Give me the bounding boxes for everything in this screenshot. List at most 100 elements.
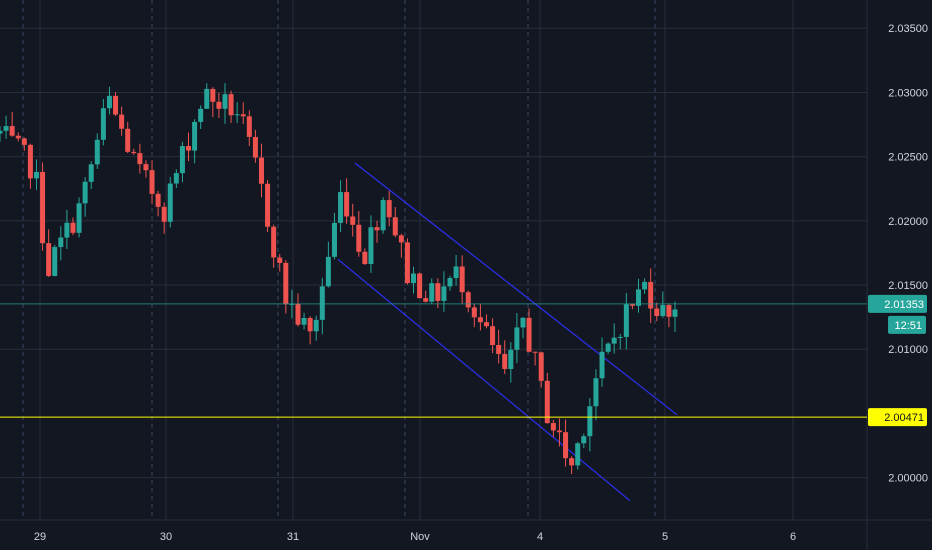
candle-body [131,151,137,154]
countdown-label: 12:51 [894,320,922,332]
candle-body [648,281,654,309]
candle-body [642,281,648,290]
y-tick-label: 2.03500 [888,23,928,35]
candle-body [441,286,447,301]
candle-body [70,222,76,233]
candle-body [246,116,252,138]
candle-body [435,283,441,301]
candle-body [502,353,508,369]
candle-body [362,251,368,265]
candle-body [569,458,575,466]
candle-body [283,262,289,305]
candle-body [563,432,569,459]
candle-body [40,171,46,244]
candle-body [672,309,678,317]
candle-body [106,95,112,109]
candle-body [666,305,672,317]
candle-body [331,222,337,257]
candle-body [295,303,301,325]
candle-body [520,317,526,328]
candle-body [392,217,398,236]
y-tick-label: 2.00000 [888,473,928,485]
x-tick-label: 31 [287,531,299,543]
candle-body [52,247,58,276]
candle-body [374,227,380,231]
candle-body [88,164,94,182]
candle-body [350,216,356,225]
channel-lower-line [337,258,631,502]
candle-body [477,317,483,323]
candle-body [544,380,550,424]
candle-body [404,242,410,284]
candle-body [411,273,417,284]
candle-body [307,317,313,332]
current-price-label: 2.01353 [884,299,924,311]
candle-body [100,108,106,140]
candle-body [508,349,514,369]
candle-body [64,222,70,238]
candle-body [33,171,39,179]
candle-body [654,308,660,317]
candle-body [21,138,27,145]
candle-body [496,344,502,354]
x-tick-label: 30 [160,531,172,543]
candle-body [417,273,423,299]
candle-body [398,235,404,243]
candle-body [216,101,222,109]
candle-body [368,227,374,265]
candle-body [125,128,131,152]
countdown-tag [888,315,926,334]
y-tick-label: 2.01000 [888,344,928,356]
candle-body [471,307,477,318]
candle-body [94,139,100,165]
candle-body [228,94,234,116]
candle-body [76,203,82,233]
candle-body [429,283,435,302]
candle-body [629,304,635,306]
candle-body [386,200,392,218]
candle-body [113,95,119,115]
candle-body [319,286,325,320]
candle-body [186,146,192,151]
candle-body [605,343,611,352]
candle-body [265,183,271,227]
candle-body [599,351,605,379]
y-axis[interactable]: 2.03500 2.03000 2.02500 2.02000 2.01500 2.010… [868,23,928,485]
candle-body [623,304,629,337]
candle-body [161,206,167,222]
candle-body [0,130,3,134]
candle-body [204,88,210,109]
candle-body [27,144,33,179]
x-tick-label: Nov [410,531,430,543]
y-tick-label: 2.02000 [888,216,928,228]
candle-body [581,436,587,444]
candle-body [660,305,666,317]
candle-body [192,121,198,151]
price-levels [0,303,867,418]
candle-body [58,237,64,248]
candle-body [465,292,471,308]
candle-body [155,193,161,207]
candle-body [593,378,599,407]
y-tick-label: 2.02500 [888,152,928,164]
candle-body [380,200,386,231]
candle-body [301,317,307,325]
candle-body [483,322,489,327]
x-axis[interactable]: 29 30 31 Nov 4 5 6 [34,531,796,543]
candle-body [550,423,556,431]
x-tick-label: 29 [34,531,46,543]
candle-body [344,192,350,217]
candle-body [240,114,246,117]
channel-upper-line [354,162,678,416]
candle-body [636,289,642,306]
candle-body [556,430,562,433]
current-price-tag [868,294,927,313]
candle-body [234,114,240,116]
y-tick-label: 2.01500 [888,280,928,292]
candle-body [338,192,344,223]
y-tick-label: 2.03000 [888,87,928,99]
candle-body [325,256,331,287]
